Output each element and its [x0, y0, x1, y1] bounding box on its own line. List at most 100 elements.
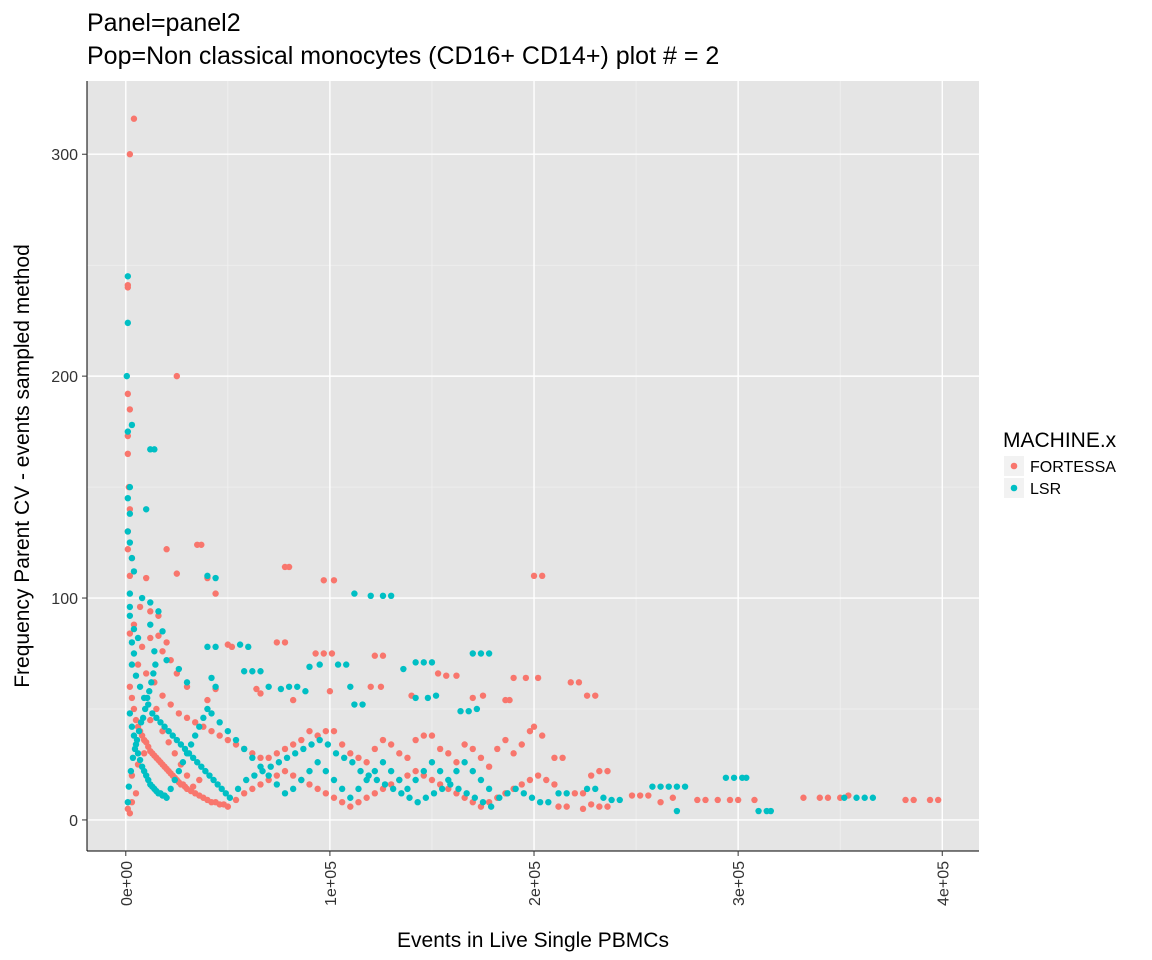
point-fortessa	[140, 750, 148, 757]
point-fortessa	[338, 798, 346, 806]
point-lsr	[302, 688, 309, 695]
point-fortessa	[253, 685, 260, 693]
point-lsr	[281, 790, 289, 797]
point-fortessa	[163, 546, 170, 553]
point-lsr	[196, 723, 203, 730]
point-fortessa	[155, 632, 162, 639]
point-fortessa	[298, 736, 305, 744]
point-fortessa	[126, 572, 134, 580]
point-fortessa	[571, 790, 579, 797]
point-fortessa	[124, 450, 132, 457]
point-lsr	[387, 592, 395, 600]
point-fortessa	[173, 372, 181, 380]
point-lsr	[210, 776, 217, 784]
point-fortessa	[445, 750, 452, 757]
point-lsr	[130, 568, 138, 575]
grid-minor	[87, 81, 979, 851]
point-lsr	[743, 774, 750, 781]
point-fortessa	[273, 639, 281, 646]
point-fortessa	[551, 781, 558, 788]
point-fortessa	[281, 563, 289, 571]
point-fortessa	[273, 772, 281, 779]
point-fortessa	[428, 732, 436, 739]
y-tick-label: 200	[51, 369, 78, 386]
point-fortessa	[645, 792, 652, 799]
point-fortessa	[551, 754, 558, 761]
point-lsr	[298, 776, 305, 784]
point-fortessa	[518, 741, 525, 748]
point-lsr	[147, 446, 154, 453]
point-lsr	[536, 798, 544, 806]
point-fortessa	[257, 690, 264, 697]
point-lsr	[183, 679, 191, 686]
point-fortessa	[126, 683, 134, 690]
point-lsr	[277, 685, 285, 693]
point-lsr	[175, 767, 183, 775]
point-fortessa	[204, 696, 211, 704]
point-fortessa	[130, 115, 138, 122]
point-fortessa	[363, 759, 370, 766]
point-lsr	[428, 659, 436, 666]
point-lsr	[400, 665, 407, 673]
point-fortessa	[387, 741, 395, 748]
point-fortessa	[124, 390, 132, 398]
point-fortessa	[420, 772, 427, 779]
point-fortessa	[726, 796, 734, 804]
point-fortessa	[628, 792, 636, 799]
point-fortessa	[314, 785, 321, 793]
point-lsr	[371, 767, 379, 775]
point-fortessa	[436, 745, 444, 753]
point-lsr	[163, 794, 170, 801]
point-fortessa	[404, 772, 411, 779]
point-fortessa	[816, 794, 823, 801]
point-fortessa	[800, 794, 807, 801]
point-lsr	[445, 776, 452, 784]
point-lsr	[128, 421, 136, 429]
point-fortessa	[379, 736, 387, 744]
point-fortessa	[592, 692, 599, 699]
legend-dot-lsr	[1010, 484, 1018, 492]
point-lsr	[673, 807, 681, 815]
point-fortessa	[538, 572, 546, 580]
point-fortessa	[530, 572, 538, 580]
point-fortessa	[428, 776, 436, 784]
point-lsr	[123, 372, 130, 380]
point-fortessa	[934, 796, 942, 804]
point-fortessa	[443, 672, 450, 679]
point-lsr	[861, 794, 868, 801]
point-lsr	[128, 639, 136, 646]
point-fortessa	[322, 790, 330, 797]
point-lsr	[173, 736, 181, 744]
point-lsr	[308, 741, 315, 748]
point-fortessa	[130, 705, 138, 713]
point-lsr	[412, 659, 419, 666]
point-lsr	[124, 428, 132, 435]
point-lsr	[171, 776, 178, 784]
point-lsr	[245, 643, 252, 651]
point-fortessa	[694, 796, 701, 804]
point-lsr	[208, 674, 215, 682]
point-fortessa	[502, 696, 509, 704]
x-tick-label: 2e+05	[527, 861, 544, 906]
point-fortessa	[534, 674, 542, 682]
point-lsr	[275, 759, 283, 766]
point-lsr	[206, 772, 213, 779]
point-lsr	[438, 785, 446, 793]
point-fortessa	[132, 716, 140, 724]
point-fortessa	[147, 716, 154, 724]
point-lsr	[257, 763, 264, 770]
point-fortessa	[257, 754, 264, 761]
point-lsr	[283, 754, 291, 761]
point-fortessa	[240, 790, 248, 797]
point-fortessa	[371, 790, 379, 797]
point-fortessa	[555, 803, 562, 810]
point-lsr	[198, 763, 205, 770]
point-lsr	[159, 628, 166, 635]
point-lsr	[126, 612, 134, 619]
point-fortessa	[583, 692, 591, 699]
point-lsr	[128, 661, 136, 668]
point-lsr	[332, 750, 340, 757]
point-fortessa	[530, 723, 538, 730]
point-fortessa	[534, 772, 542, 779]
point-lsr	[496, 794, 503, 801]
